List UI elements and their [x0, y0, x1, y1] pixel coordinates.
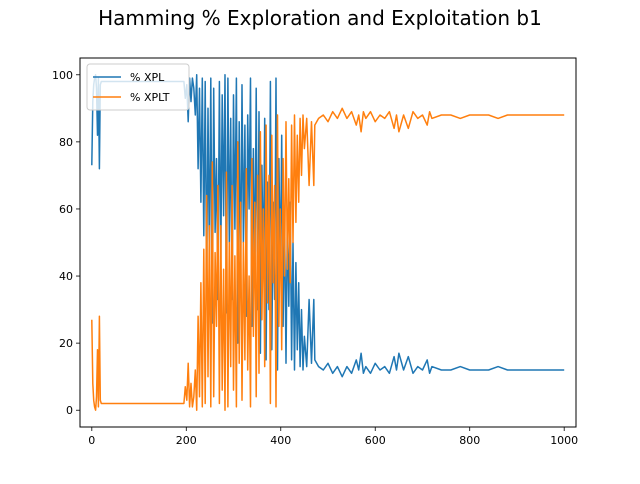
- legend-label: % XPL: [130, 71, 165, 84]
- x-axis-ticks: 0 200 400 600 800 1000: [88, 427, 578, 447]
- y-tick-label: 80: [59, 136, 73, 149]
- x-tick-label: 600: [365, 434, 386, 447]
- series-line-2: [91, 107, 565, 411]
- y-axis-ticks: 0 20 40 60 80 100: [52, 69, 80, 417]
- legend: % XPL % XPLT: [86, 63, 190, 111]
- y-tick-label: 20: [59, 337, 73, 350]
- chart-title: Hamming % Exploration and Exploitation b…: [98, 6, 542, 30]
- x-tick-label: 400: [270, 434, 291, 447]
- x-tick-label: 0: [88, 434, 95, 447]
- y-tick-label: 100: [52, 69, 73, 82]
- plot-frame: [79, 57, 577, 428]
- y-tick-label: 0: [66, 404, 73, 417]
- y-tick-label: 60: [59, 203, 73, 216]
- y-tick-label: 40: [59, 270, 73, 283]
- x-tick-label: 1000: [550, 434, 578, 447]
- legend-box: [86, 63, 190, 111]
- x-tick-label: 200: [176, 434, 197, 447]
- legend-label: % XPLT: [130, 91, 170, 104]
- series-layer: [91, 74, 565, 411]
- series-line-1: [91, 74, 565, 378]
- x-tick-label: 800: [459, 434, 480, 447]
